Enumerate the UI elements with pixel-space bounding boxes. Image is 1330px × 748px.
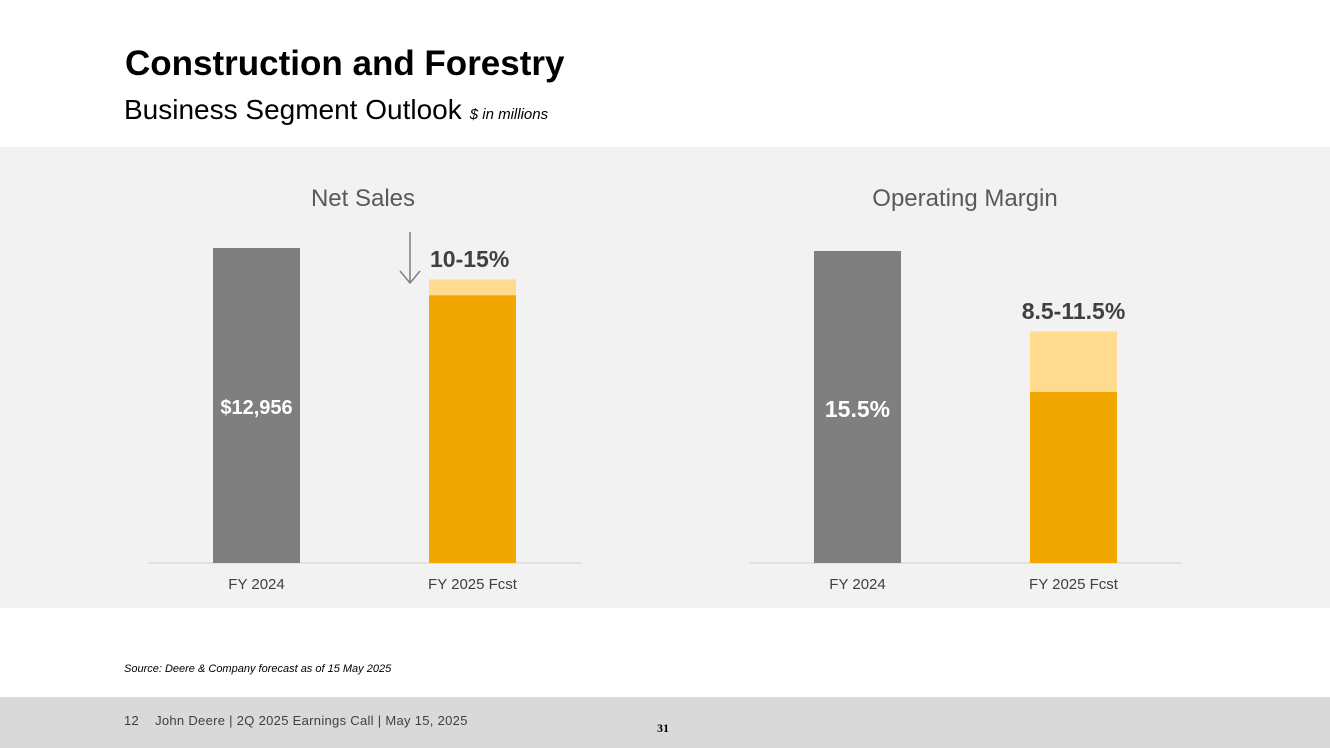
footer-caption: John Deere | 2Q 2025 Earnings Call | May… bbox=[155, 713, 468, 728]
slide-number: 12 bbox=[124, 713, 140, 728]
net-sales-forecast-range bbox=[429, 279, 516, 296]
net-sales-tick-label: FY 2024 bbox=[228, 576, 284, 593]
net-sales-title: Net Sales bbox=[311, 185, 415, 212]
net-sales-tick-label: FY 2025 Fcst bbox=[428, 576, 518, 593]
source-note: Source: Deere & Company forecast as of 1… bbox=[124, 663, 392, 675]
footer-text: 12 John Deere | 2Q 2025 Earnings Call | M… bbox=[124, 713, 468, 728]
down-arrow-icon bbox=[399, 232, 421, 285]
operating-margin-tick-label: FY 2024 bbox=[829, 576, 885, 593]
operating-margin-tick-label: FY 2025 Fcst bbox=[1029, 576, 1119, 593]
operating-margin-bar-fy2025 bbox=[1030, 391, 1117, 563]
page-subtitle: Business Segment Outlook $ in millions bbox=[124, 94, 548, 126]
footer-bar: 12 John Deere | 2Q 2025 Earnings Call | M… bbox=[0, 697, 1330, 748]
net-sales-bar-label-fy2024: $12,956 bbox=[220, 397, 292, 419]
net-sales-forecast-label: 10-15% bbox=[430, 246, 509, 272]
operating-margin-title: Operating Margin bbox=[872, 185, 1057, 212]
page-number: 31 bbox=[657, 721, 669, 735]
operating-margin-bar-fy2024 bbox=[814, 251, 901, 563]
net-sales-bar-fy2024 bbox=[213, 248, 300, 563]
operating-margin-bar-label-fy2024: 15.5% bbox=[825, 396, 890, 422]
operating-margin-forecast-range bbox=[1030, 331, 1117, 392]
page-title: Construction and Forestry bbox=[125, 44, 565, 83]
net-sales-bar-fy2025 bbox=[429, 295, 516, 563]
operating-margin-forecast-label: 8.5-11.5% bbox=[1022, 298, 1126, 324]
charts-area: Net Sales $12,956 10-15% FY 2024 FY 2025 Fcs… bbox=[148, 185, 1182, 593]
units-note: $ in millions bbox=[469, 106, 549, 123]
subtitle-text: Business Segment Outlook bbox=[124, 94, 462, 125]
